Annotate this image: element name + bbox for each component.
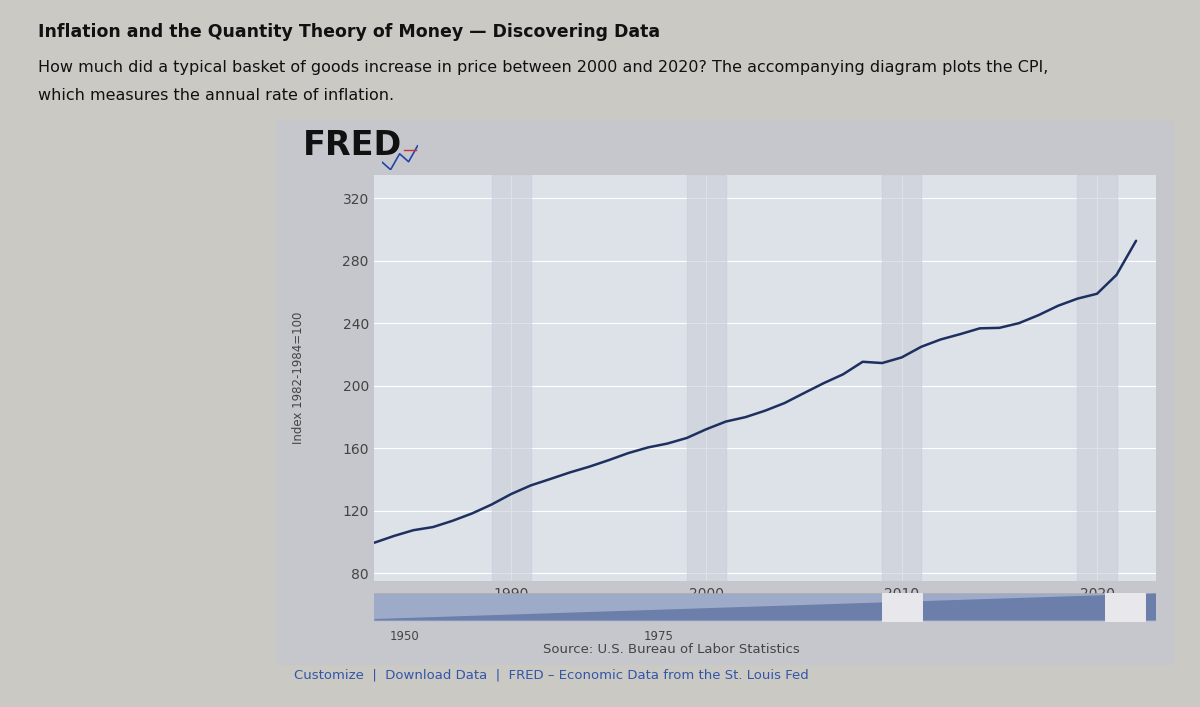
Bar xyxy=(686,175,726,581)
Text: Customize  |  Download Data  |  FRED – Economic Data from the St. Louis Fed: Customize | Download Data | FRED – Econo… xyxy=(294,668,809,681)
Text: How much did a typical basket of goods increase in price between 2000 and 2020? : How much did a typical basket of goods i… xyxy=(38,60,1049,75)
Bar xyxy=(882,175,922,581)
Bar xyxy=(374,594,1156,620)
Bar xyxy=(882,593,923,621)
Bar xyxy=(492,175,530,581)
Bar xyxy=(1078,175,1116,581)
Text: FRED: FRED xyxy=(302,129,402,162)
Text: 1975: 1975 xyxy=(643,630,673,643)
Text: Index 1982-1984=100: Index 1982-1984=100 xyxy=(293,312,305,444)
Text: 1950: 1950 xyxy=(390,630,420,643)
Text: Inflation and the Quantity Theory of Money — Discovering Data: Inflation and the Quantity Theory of Mon… xyxy=(38,23,660,40)
Text: which measures the annual rate of inflation.: which measures the annual rate of inflat… xyxy=(38,88,395,103)
Bar xyxy=(1105,593,1146,621)
Text: Source: U.S. Bureau of Labor Statistics: Source: U.S. Bureau of Labor Statistics xyxy=(542,643,799,656)
Polygon shape xyxy=(374,594,1156,620)
